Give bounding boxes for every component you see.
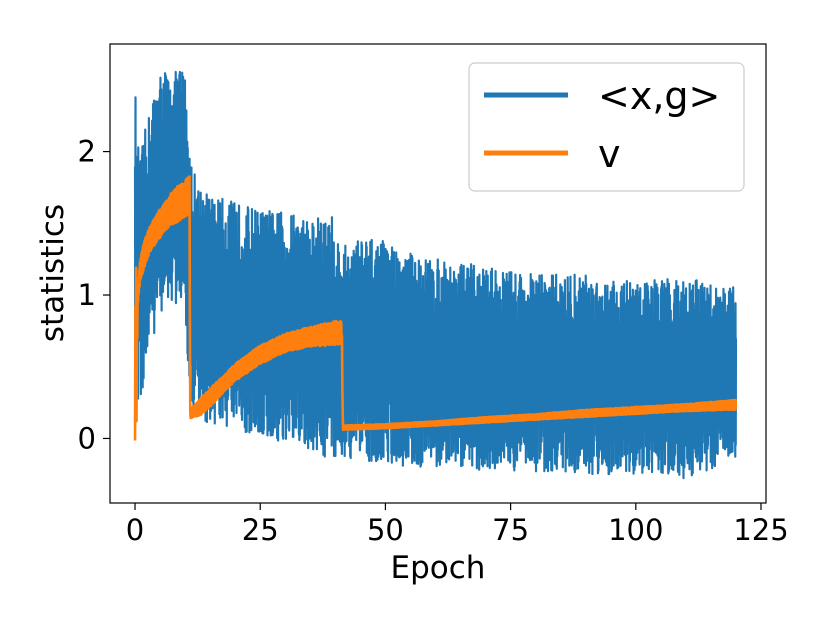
y-tick-label: 0 <box>78 421 96 455</box>
legend: <x,g> v <box>468 62 745 192</box>
x-tick-label: 25 <box>242 513 279 547</box>
x-tick-label: 0 <box>126 513 144 547</box>
y-axis-ticks: 0 1 2 <box>78 135 110 455</box>
x-tick-label: 125 <box>733 513 788 547</box>
x-tick-label: 75 <box>492 513 529 547</box>
x-tick-label: 100 <box>608 513 663 547</box>
series-line-v <box>133 175 738 441</box>
y-axis-label: statistics <box>35 204 71 342</box>
x-axis-ticks: 0 25 50 75 100 125 <box>126 503 789 547</box>
plot-area <box>109 43 767 504</box>
x-tick-label: 50 <box>367 513 404 547</box>
legend-label-xg: <x,g> <box>598 74 720 118</box>
legend-label-v: v <box>598 132 621 176</box>
series-layer <box>133 70 738 480</box>
y-tick-label: 2 <box>78 135 96 169</box>
axes-frame <box>109 43 767 504</box>
x-axis-label: Epoch <box>391 550 486 586</box>
series-line-xg <box>133 70 738 480</box>
y-tick-label: 1 <box>78 278 96 312</box>
